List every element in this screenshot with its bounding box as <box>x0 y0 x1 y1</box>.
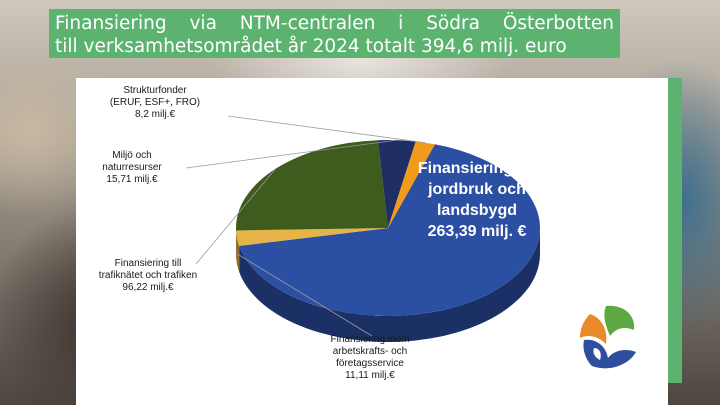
pie-slice-miljo <box>377 140 416 228</box>
slice-label-miljo: Miljö och naturresurser 15,71 milj.€ <box>102 150 162 185</box>
title-word: NTM-centralen <box>239 13 376 34</box>
title-word: Södra <box>426 13 480 34</box>
leader-line-miljo <box>185 139 397 169</box>
pie-slice-jordbruk <box>239 144 541 316</box>
slice-label-strukturfonder: Strukturfonder (ERUF, ESF+, FRO) 8,2 mil… <box>109 85 201 120</box>
leader-line-strukturfonder <box>227 115 426 144</box>
slice-label-jordbruk: Finansiering till jordbruk och landsbygd… <box>417 160 537 240</box>
page-title: Finansiering via NTM-centralen i Södra Ö… <box>49 9 620 58</box>
pie-chart <box>185 115 541 343</box>
leader-line-arbetskraft <box>236 253 373 337</box>
pie-slice-trafik <box>235 140 388 231</box>
title-word: via <box>189 13 217 34</box>
accent-strip <box>668 78 682 383</box>
pie-side-arbetskraft <box>236 230 240 272</box>
title-word: i <box>398 13 404 34</box>
title-word: Österbotten <box>502 13 614 34</box>
ntm-centre-logo <box>580 305 636 369</box>
title-line-1: Finansiering via NTM-centralen i Södra Ö… <box>55 12 614 35</box>
title-word: Finansiering <box>55 13 167 34</box>
slice-label-trafik: Finansiering till trafiknätet och trafik… <box>98 258 198 293</box>
title-line-2: till verksamhetsområdet år 2024 totalt 3… <box>55 36 567 57</box>
chart-panel: Finansiering till jordbruk och landsbygd… <box>76 78 668 405</box>
pie-slice-arbetskraft <box>236 228 388 246</box>
leader-line-trafik <box>195 168 276 265</box>
pie-side-jordbruk <box>239 228 541 343</box>
slice-label-arbetskraft: Finansiering inom arbetskrafts- och före… <box>330 334 410 381</box>
pie-slice-strukturfonder <box>388 141 435 228</box>
